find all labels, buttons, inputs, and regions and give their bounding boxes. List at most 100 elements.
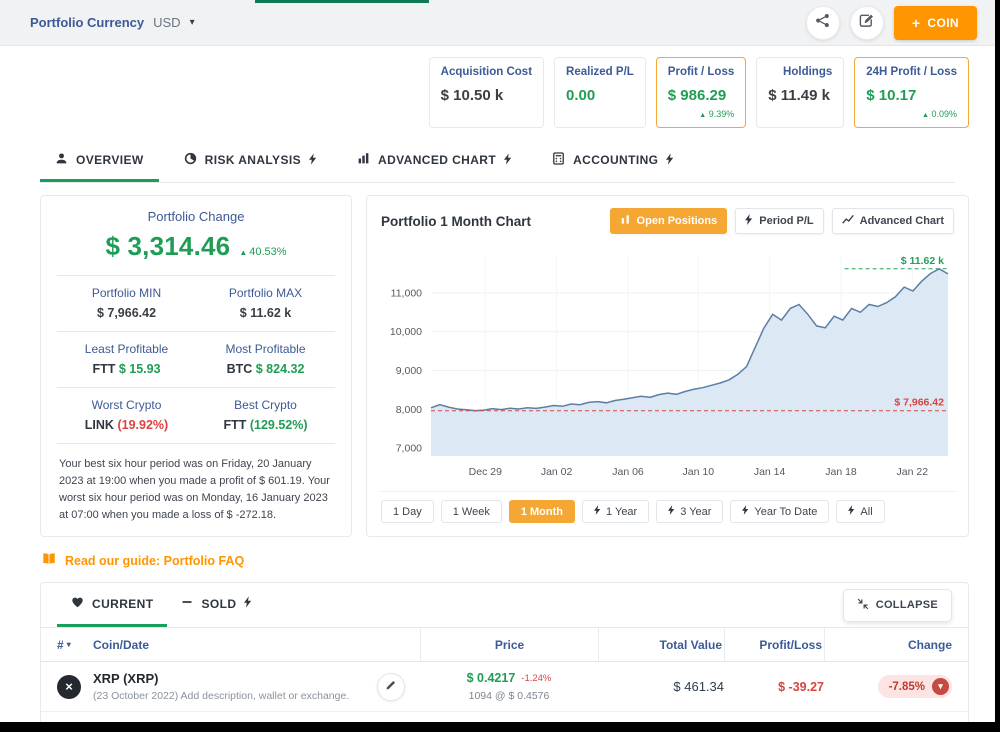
profit-loss-value: $ -39.27 bbox=[778, 679, 824, 694]
worst-crypto-coin: LINK bbox=[84, 418, 114, 432]
portfolio-line-chart[interactable]: 7,000 8,000 9,000 10,000 11,000 Dec 29 Jan 02 J… bbox=[379, 244, 956, 487]
share-button[interactable] bbox=[805, 5, 840, 40]
portfolio-change-value-row: $ 3,314.46 ▲ 40.53% bbox=[57, 224, 335, 276]
collapse-button[interactable]: COLLAPSE bbox=[842, 588, 952, 622]
stat-card-acquisition-cost: Acquisition Cost $ 10.50 k bbox=[428, 57, 545, 128]
open-positions-button[interactable]: Open Positions bbox=[609, 208, 728, 234]
lightning-icon bbox=[504, 152, 512, 168]
range-1-day[interactable]: 1 Day bbox=[381, 500, 434, 523]
tab-label: OVERVIEW bbox=[76, 153, 144, 167]
tab-overview[interactable]: OVERVIEW bbox=[40, 141, 159, 182]
portfolio-max: Portfolio MAX $ 11.62 k bbox=[196, 286, 335, 320]
tab-accounting[interactable]: ACCOUNTING bbox=[537, 141, 689, 182]
portfolio-change-value: $ 3,314.46 bbox=[105, 231, 231, 261]
advanced-chart-button[interactable]: Advanced Chart bbox=[831, 208, 954, 234]
least-profitable-label: Least Profitable bbox=[84, 342, 169, 356]
tab-current[interactable]: CURRENT bbox=[57, 583, 168, 628]
lightning-icon bbox=[666, 152, 674, 168]
stat-card-24h-profit-loss: 24H Profit / Loss $ 10.17 ▲ 0.09% bbox=[854, 57, 969, 128]
pie-chart-icon bbox=[184, 152, 197, 168]
column-price[interactable]: Price bbox=[420, 628, 598, 662]
chevron-down-icon: ▾ bbox=[932, 678, 949, 696]
svg-text:Dec 29: Dec 29 bbox=[469, 466, 502, 478]
lightning-icon bbox=[742, 505, 749, 518]
stat-label: 24H Profit / Loss bbox=[866, 66, 957, 78]
most-profitable-value: $ 824.32 bbox=[255, 362, 305, 376]
best-crypto-label: Best Crypto bbox=[234, 398, 297, 412]
lightning-icon bbox=[668, 505, 675, 518]
person-icon bbox=[55, 152, 68, 168]
tab-label: ADVANCED CHART bbox=[378, 153, 497, 167]
edit-coin-button[interactable] bbox=[377, 672, 405, 701]
range-1-week[interactable]: 1 Week bbox=[440, 500, 502, 523]
tab-label: ACCOUNTING bbox=[573, 153, 659, 167]
period-pl-button[interactable]: Period P/L bbox=[735, 208, 824, 234]
stat-label: Profit / Loss bbox=[667, 66, 735, 78]
portfolio-min-value: $ 7,966.42 bbox=[96, 306, 157, 320]
holdings-panel: CURRENT SOLD COLLAPSE # ▾ Coin/Date Price… bbox=[40, 582, 969, 722]
table-row[interactable]: × XRP (XRP) (23 October 2022) Add descri… bbox=[41, 662, 968, 713]
stat-card-profit-loss: Profit / Loss $ 986.29 ▲ 9.39% bbox=[655, 57, 747, 128]
change-badge[interactable]: -7.85% ▾ bbox=[877, 675, 952, 699]
stat-card-realized-pl: Realized P/L 0.00 bbox=[554, 57, 646, 128]
holdings-tabs: CURRENT SOLD COLLAPSE bbox=[41, 583, 968, 629]
lightning-icon bbox=[745, 214, 753, 228]
stat-sub-percent: ▲ 9.39% bbox=[699, 109, 735, 119]
coin-description[interactable]: (23 October 2022) Add description, walle… bbox=[93, 690, 350, 703]
least-profitable: Least Profitable FTT $ 15.93 bbox=[57, 342, 196, 376]
add-coin-button[interactable]: + COIN bbox=[893, 5, 977, 40]
collapse-icon bbox=[857, 598, 869, 613]
stat-card-holdings: Holdings $ 11.49 k bbox=[756, 57, 845, 128]
table-row[interactable]: V VeChain (VET) (23 October 2022) Add de… bbox=[41, 712, 968, 722]
column-change[interactable]: Change bbox=[824, 628, 952, 662]
sort-caret-icon: ▾ bbox=[66, 640, 71, 650]
edit-cell bbox=[362, 672, 420, 701]
range-year-to-date[interactable]: Year To Date bbox=[730, 500, 830, 523]
tab-label: RISK ANALYSIS bbox=[204, 153, 302, 167]
most-profitable-coin: BTC bbox=[226, 362, 253, 376]
svg-text:Jan 22: Jan 22 bbox=[897, 466, 929, 478]
range-1-month[interactable]: 1 Month bbox=[508, 500, 576, 523]
calculator-icon bbox=[552, 152, 565, 168]
up-triangle-icon: ▲ bbox=[699, 112, 707, 119]
column-profit-loss[interactable]: Profit/Loss bbox=[724, 628, 824, 662]
column-total-value[interactable]: Total Value bbox=[598, 628, 724, 662]
portfolio-max-label: Portfolio MAX bbox=[228, 286, 303, 300]
least-profitable-value: $ 15.93 bbox=[118, 362, 161, 376]
column-coin-date[interactable]: Coin/Date bbox=[93, 637, 150, 652]
worst-crypto-value: (19.92%) bbox=[117, 418, 169, 432]
svg-text:$ 7,966.42: $ 7,966.42 bbox=[894, 397, 944, 409]
portfolio-min-label: Portfolio MIN bbox=[91, 286, 162, 300]
svg-text:Jan 18: Jan 18 bbox=[825, 466, 857, 478]
overview-content: Portfolio Change $ 3,314.46 ▲ 40.53% Port… bbox=[0, 183, 995, 538]
chart-range-buttons: 1 Day 1 Week 1 Month 1 Year 3 Year Year … bbox=[379, 491, 956, 525]
price-cell: $ 0.4217 -1.24% 1094 @ $ 0.4576 bbox=[420, 671, 598, 702]
portfolio-currency-value: USD bbox=[153, 15, 181, 30]
portfolio-currency-label: Portfolio Currency bbox=[30, 15, 145, 30]
chart-buttons: Open Positions Period P/L Advanced Chart bbox=[609, 208, 954, 234]
lightning-icon bbox=[309, 152, 317, 168]
stat-label: Holdings bbox=[783, 66, 833, 78]
stat-label: Realized P/L bbox=[566, 66, 634, 78]
range-3-year[interactable]: 3 Year bbox=[656, 500, 724, 523]
worst-crypto: Worst Crypto LINK (19.92%) bbox=[57, 398, 196, 432]
portfolio-faq-link[interactable]: Read our guide: Portfolio FAQ bbox=[0, 537, 995, 582]
portfolio-currency-dropdown[interactable]: Portfolio Currency USD ▾ bbox=[30, 15, 195, 30]
tab-label: CURRENT bbox=[92, 596, 154, 611]
stat-value: 0.00 bbox=[566, 87, 596, 104]
tab-risk-analysis[interactable]: RISK ANALYSIS bbox=[169, 141, 332, 182]
range-1-year[interactable]: 1 Year bbox=[582, 500, 650, 523]
least-profitable-coin: FTT bbox=[92, 362, 116, 376]
svg-text:Jan 10: Jan 10 bbox=[683, 466, 715, 478]
heart-icon bbox=[71, 596, 84, 611]
tab-advanced-chart[interactable]: ADVANCED CHART bbox=[342, 141, 527, 182]
best-worst-row: Worst Crypto LINK (19.92%) Best Crypto F… bbox=[57, 388, 335, 444]
edit-portfolio-button[interactable] bbox=[849, 5, 884, 40]
svg-text:Jan 06: Jan 06 bbox=[612, 466, 644, 478]
coin-rank-cell: × bbox=[57, 674, 93, 699]
top-bar: Portfolio Currency USD ▾ + COIN bbox=[0, 0, 995, 46]
column-rank[interactable]: # ▾ bbox=[57, 637, 71, 652]
faq-link-label: Read our guide: Portfolio FAQ bbox=[65, 553, 245, 568]
tab-sold[interactable]: SOLD bbox=[167, 583, 266, 627]
range-all[interactable]: All bbox=[836, 500, 885, 523]
